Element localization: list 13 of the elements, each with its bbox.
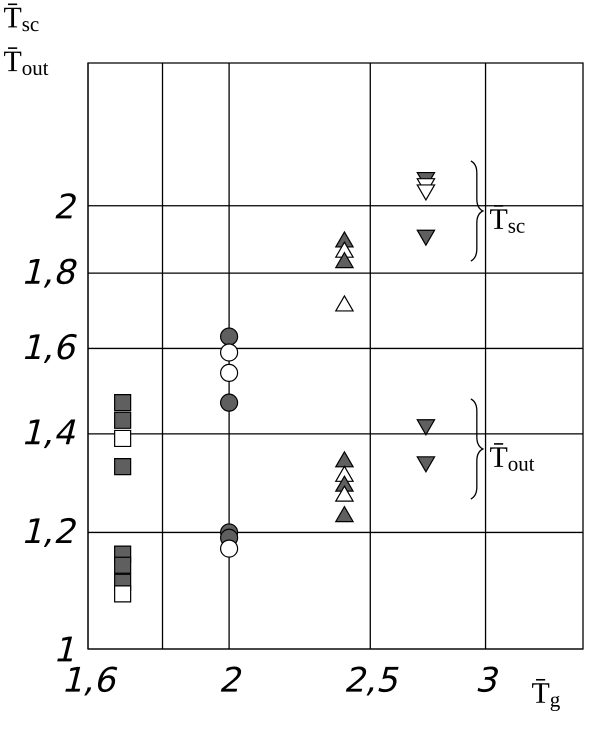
y-tick-label: 1,8 <box>24 258 77 288</box>
y-tick-label: 2 <box>55 193 76 218</box>
y-tick-label: 1 <box>57 636 72 662</box>
x-tick-label: 3 <box>478 666 498 692</box>
y-axis-title: T̄$_{sc}$ T̄$_{out}$ <box>4 4 48 76</box>
x-tick-label: 2 <box>220 666 242 692</box>
x-tick-label: 2,5 <box>346 666 399 696</box>
y-tick-label: 1,4 <box>24 420 76 448</box>
y-tick-label: 1,6 <box>24 334 77 363</box>
x-axis-title: T̄$_{g}$ <box>532 678 560 712</box>
annotation: T̄$_{sc}$ <box>490 205 525 233</box>
y-tick-label: 1,2 <box>24 518 76 547</box>
annotation: T̄$_{out}$ <box>490 443 534 471</box>
